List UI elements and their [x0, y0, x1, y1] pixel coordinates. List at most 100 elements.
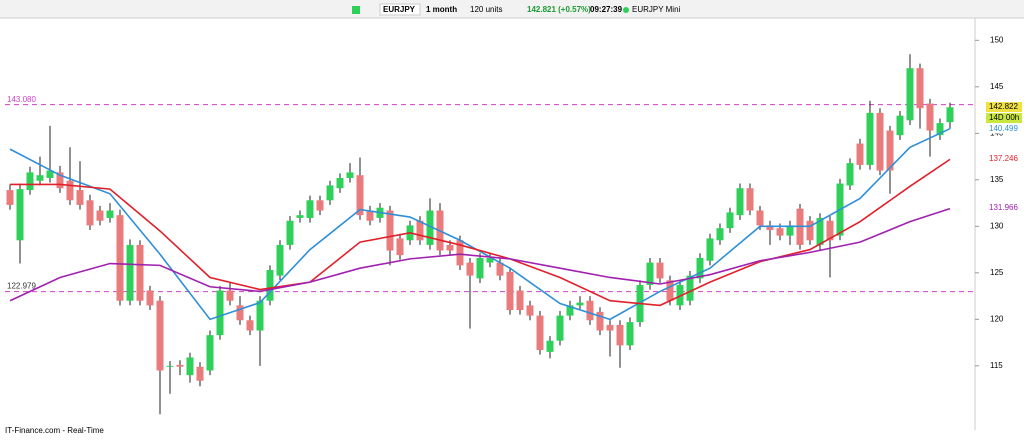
candle-body [496, 262, 504, 276]
candle-body [206, 335, 214, 371]
price-label: 131.966 [989, 203, 1018, 212]
candle-body [676, 284, 684, 306]
candle-body [16, 189, 24, 241]
candle-body [606, 324, 614, 331]
candle-body [466, 262, 474, 276]
candle-body [256, 300, 264, 331]
candle-body [566, 305, 574, 316]
candle-body [626, 322, 634, 346]
candle-body [856, 143, 864, 165]
price: 142.821 (+0.57%) [527, 5, 591, 14]
candle-body [6, 190, 14, 205]
candle-body [586, 300, 594, 321]
candle-body [706, 238, 714, 261]
candle-body [556, 315, 564, 341]
candle-body [266, 270, 274, 301]
candle-body [726, 212, 734, 229]
candle-body [96, 210, 104, 221]
candle-body [526, 305, 534, 316]
candle-body [506, 271, 514, 311]
moving-average [9, 207, 951, 302]
candle-body [46, 170, 54, 178]
candle-body [286, 220, 294, 245]
candle-body [426, 210, 434, 245]
candle-body [216, 290, 224, 336]
symbol[interactable]: EURJPY [383, 5, 416, 14]
y-tick-label: 150 [990, 35, 1004, 44]
candle-body [396, 238, 404, 256]
status-dot [623, 7, 629, 13]
level-label: 143.080 [7, 95, 36, 104]
candle-body [786, 225, 794, 236]
countdown: 14D 00h [989, 113, 1019, 122]
candle-body [106, 210, 114, 218]
candle-body [816, 217, 824, 245]
candle-body [306, 200, 314, 218]
candle-body [846, 163, 854, 186]
candle-body [806, 220, 814, 241]
candle-body [646, 262, 654, 285]
price-label: 142.822 [989, 102, 1018, 111]
candle-body [66, 180, 74, 201]
candle-body [666, 280, 674, 301]
candle-body [86, 200, 94, 226]
candle-body [756, 210, 764, 226]
candle-body [336, 177, 344, 189]
candle-body [326, 185, 334, 201]
moving-average [10, 158, 951, 307]
y-tick-label: 115 [990, 361, 1003, 370]
candle-body [546, 340, 554, 352]
candle-body [886, 130, 894, 171]
candle-body [716, 228, 724, 241]
candle-body [146, 290, 154, 306]
candle-body [766, 225, 774, 231]
candle-body [36, 175, 44, 181]
y-tick-label: 120 [990, 314, 1004, 323]
candle-body [246, 320, 254, 331]
y-tick-label: 145 [990, 82, 1004, 91]
candle-body [876, 112, 884, 171]
units[interactable]: 120 units [470, 5, 502, 14]
candle-body [126, 244, 134, 301]
candle-body [906, 68, 914, 121]
candle-body [936, 123, 944, 136]
price-label-box [986, 153, 1022, 164]
candle-body [536, 315, 544, 351]
candle-body [596, 311, 604, 331]
symbol-box[interactable] [379, 3, 421, 16]
candle-body [166, 365, 174, 367]
period[interactable]: 1 month [426, 5, 457, 14]
candle-body [346, 172, 354, 178]
candle-body [136, 244, 144, 301]
y-tick-label: 130 [990, 221, 1004, 230]
candle-body [316, 200, 324, 211]
price-label-box [986, 123, 1022, 134]
y-tick-label: 125 [990, 268, 1004, 277]
candle-body [686, 275, 694, 301]
instrument-name: EURJPY Mini [632, 5, 681, 14]
candle-body [516, 290, 524, 311]
candle-body [176, 364, 184, 367]
candle-body [186, 357, 194, 376]
countdown-box [986, 113, 1022, 124]
candle-body [226, 290, 234, 301]
price-label-box [986, 102, 1022, 113]
price-label-box [986, 203, 1022, 214]
candle-body [366, 210, 374, 221]
candle-body [56, 172, 64, 189]
candle-body [276, 244, 284, 276]
level-label: 122.979 [7, 282, 36, 291]
candle-body [696, 257, 704, 279]
footer: IT-Finance.com - Real-Time [5, 426, 104, 435]
candle-body [926, 103, 934, 131]
candle-body [866, 112, 874, 165]
price-label: 137.246 [989, 154, 1018, 163]
candle-body [896, 115, 904, 136]
candle-body [116, 215, 124, 301]
candle-body [476, 257, 484, 279]
candle-body [616, 324, 624, 346]
chart-icon[interactable] [352, 6, 360, 14]
candle-body [236, 305, 244, 321]
price-label: 140.499 [989, 124, 1018, 133]
